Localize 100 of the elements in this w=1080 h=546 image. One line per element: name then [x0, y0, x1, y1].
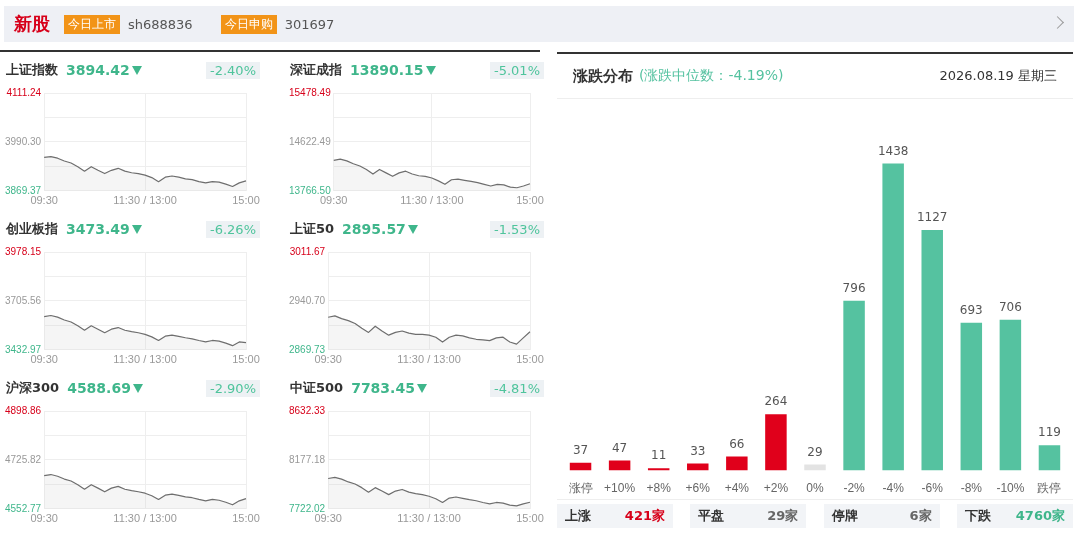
- chart-subtitle: 3894.42: [66, 62, 130, 78]
- data-label: 37: [572, 442, 589, 457]
- chart-title: 中证500: [290, 379, 344, 397]
- chart-title: 上证指数: [6, 61, 58, 79]
- text: sh688836: [128, 16, 193, 32]
- text: -4.81%: [490, 379, 544, 397]
- data-label: 66: [729, 436, 745, 451]
- y-tick-label: 7722.02: [288, 502, 326, 514]
- x-tick-label: 09:30: [314, 353, 342, 366]
- y-tick-label: 4552.77: [4, 502, 42, 514]
- bar: [960, 322, 983, 471]
- x-tick-label: 15:00: [232, 353, 260, 366]
- text: -1.53%: [490, 220, 544, 238]
- x-tick-label: 11:30 / 13:00: [113, 353, 177, 366]
- text: 421家: [624, 507, 665, 525]
- x-tick-label: +10%: [604, 481, 636, 496]
- chart-title: 创业板指: [6, 220, 58, 238]
- bar: [1038, 445, 1061, 471]
- data-label: 29: [807, 444, 823, 459]
- y-tick-label: 13766.50: [288, 184, 332, 196]
- text: 4760家: [1015, 507, 1065, 525]
- text: 上涨: [565, 507, 591, 525]
- y-tick-label: 3011.67: [289, 245, 326, 257]
- x-tick-label: 15:00: [232, 512, 260, 525]
- chart-title: 沪深300: [6, 379, 60, 397]
- text: -2.90%: [206, 379, 260, 397]
- bar: [882, 163, 904, 471]
- text: -2.40%: [206, 61, 260, 79]
- x-tick-label: -6%: [921, 481, 944, 496]
- text: 6家: [909, 507, 932, 525]
- bar: [765, 414, 787, 471]
- y-tick-label: 4725.82: [4, 453, 42, 465]
- x-tick-label: -2%: [843, 481, 866, 496]
- x-tick-label: 跌停: [1037, 481, 1062, 496]
- data-label: 11: [651, 448, 667, 463]
- text: 今日申购: [220, 14, 277, 34]
- x-tick-label: 11:30 / 13:00: [113, 512, 177, 525]
- text: 2026.08.19 星期三: [939, 67, 1057, 85]
- x-tick-label: 0%: [806, 481, 824, 496]
- x-tick-label: +6%: [685, 481, 711, 496]
- x-tick-label: -10%: [996, 481, 1025, 496]
- text: -5.01%: [490, 61, 544, 79]
- bar: [999, 319, 1022, 471]
- data-label: 693: [959, 302, 983, 317]
- x-tick-label: -4%: [882, 481, 905, 496]
- chart-subtitle: 3473.49: [66, 221, 130, 237]
- x-tick-label: 15:00: [516, 512, 544, 525]
- bar: [843, 300, 865, 471]
- x-tick-label: 11:30 / 13:00: [113, 194, 177, 207]
- text: 29家: [767, 507, 799, 525]
- x-tick-label: 09:30: [319, 194, 348, 207]
- chart-title: 涨跌分布: [573, 66, 633, 86]
- x-tick-label: 09:30: [30, 512, 58, 525]
- y-tick-label: 8632.33: [288, 404, 326, 416]
- bar: [921, 229, 943, 471]
- text: 今日上市: [64, 14, 120, 34]
- text: 新股: [14, 12, 50, 36]
- y-tick-label: 14622.49: [288, 135, 332, 147]
- y-tick-label: 3990.30: [4, 135, 42, 147]
- y-tick-label: 2940.70: [288, 294, 326, 306]
- text: -6.26%: [206, 220, 260, 238]
- chart-subtitle: (涨跌中位数：-4.19%): [639, 67, 784, 85]
- x-tick-label: 09:30: [30, 353, 58, 366]
- y-tick-label: 8177.18: [288, 453, 326, 465]
- data-label: 1438: [877, 143, 909, 158]
- y-tick-label: 15478.49: [288, 86, 332, 98]
- data-label: 796: [842, 280, 866, 295]
- chart-subtitle: 13890.15: [350, 62, 424, 78]
- text: 平盘: [698, 507, 725, 525]
- x-tick-label: 15:00: [516, 353, 544, 366]
- data-label: 264: [764, 394, 788, 409]
- x-tick-label: +2%: [763, 481, 789, 496]
- y-tick-label: 4111.24: [6, 86, 42, 98]
- data-label: 1127: [916, 210, 948, 225]
- x-tick-label: 09:30: [30, 194, 58, 207]
- x-tick-label: +8%: [646, 481, 672, 496]
- y-tick-label: 2869.73: [288, 343, 326, 355]
- x-tick-label: 涨停: [568, 481, 593, 496]
- chart-subtitle: 4588.69: [67, 380, 131, 396]
- bar: [804, 464, 826, 471]
- bar: [726, 456, 748, 471]
- chart-title: 深证成指: [290, 61, 342, 79]
- x-tick-label: -8%: [960, 481, 983, 496]
- x-tick-label: 11:30 / 13:00: [397, 353, 461, 366]
- y-tick-label: 4898.86: [4, 404, 42, 416]
- x-tick-label: +4%: [724, 481, 750, 496]
- text: 停牌: [831, 507, 858, 525]
- chart-subtitle: 2895.57: [342, 221, 406, 237]
- data-label: 47: [611, 440, 628, 455]
- x-tick-label: 15:00: [516, 194, 544, 207]
- chart-title: 上证50: [290, 220, 335, 238]
- x-tick-label: 09:30: [314, 512, 342, 525]
- y-tick-label: 3705.56: [4, 294, 42, 306]
- data-label: 119: [1038, 425, 1061, 440]
- data-label: 706: [998, 299, 1022, 314]
- x-tick-label: 11:30 / 13:00: [397, 512, 461, 525]
- y-tick-label: 3869.37: [4, 184, 42, 196]
- x-tick-label: 15:00: [232, 194, 260, 207]
- chart-subtitle: 7783.45: [351, 380, 415, 396]
- text: 下跌: [964, 507, 991, 525]
